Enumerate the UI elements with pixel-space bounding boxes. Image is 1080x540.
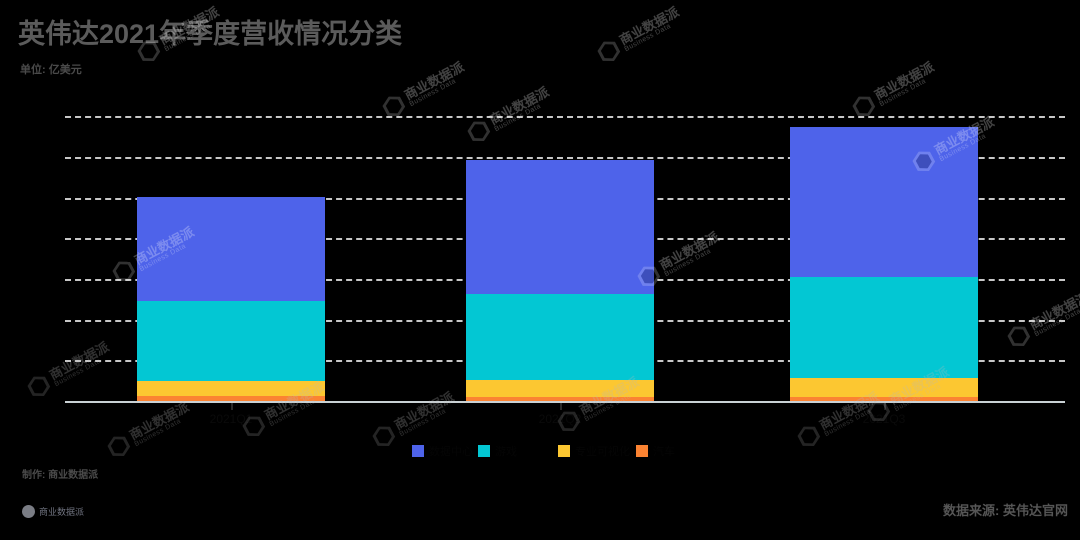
bar-2021Q2[interactable] <box>466 159 654 401</box>
x-axis-label: 2021Q1 <box>209 412 253 426</box>
x-tick <box>560 403 562 410</box>
legend-swatch-icon <box>558 445 570 457</box>
bar-segment[interactable] <box>466 379 654 397</box>
legend-swatch-icon <box>412 445 424 457</box>
bar-segment[interactable] <box>790 396 978 401</box>
watermark-hex-icon <box>370 422 398 451</box>
legend-swatch-icon <box>478 445 490 457</box>
x-axis-label: 2021Q2 <box>538 412 582 426</box>
legend-label: 汽车 <box>653 446 675 458</box>
source-label: 数据来源: 英伟达官网 <box>943 503 1068 518</box>
legend-item[interactable]: 汽车 <box>636 443 675 459</box>
watermark-hex-icon <box>105 432 133 461</box>
watermark-en-text: Business Data <box>623 22 673 54</box>
x-axis-label: 2021Q3 <box>862 412 906 426</box>
x-axis-line <box>65 401 1065 403</box>
legend-item[interactable]: 专业可视化 <box>558 443 630 459</box>
legend-label: 数据中心 <box>429 446 473 458</box>
x-tick <box>884 403 886 410</box>
bar-segment[interactable] <box>466 294 654 380</box>
legend-swatch-icon <box>636 445 648 457</box>
watermark-hex-icon <box>25 372 53 401</box>
bar-segment[interactable] <box>137 396 325 401</box>
watermark-hex-icon <box>795 422 823 451</box>
legend-item[interactable]: 游戏 <box>478 443 517 459</box>
bar-2021Q3[interactable] <box>790 126 978 401</box>
bar-segment[interactable] <box>466 159 654 295</box>
gridline <box>65 116 1065 119</box>
bar-segment[interactable] <box>137 381 325 397</box>
bar-segment[interactable] <box>790 276 978 379</box>
watermark-hex-icon <box>595 37 623 66</box>
plot-area <box>65 96 1065 401</box>
watermark-en-text: Business Data <box>398 407 448 439</box>
page-title: 英伟达2021年季度营收情况分类 <box>18 19 403 49</box>
brand-logo: 商业数据派 <box>22 505 84 518</box>
bar-segment[interactable] <box>790 378 978 397</box>
watermark: 商业数据派 Business Data <box>595 4 685 66</box>
legend-item[interactable]: 数据中心 <box>412 443 473 459</box>
x-tick <box>231 403 233 410</box>
gridline <box>65 157 1065 159</box>
watermark-cn-text: 商业数据派 <box>126 398 192 443</box>
watermark-cn-text: 商业数据派 <box>616 3 682 48</box>
legend-label: 游戏 <box>495 446 517 458</box>
bar-segment[interactable] <box>137 301 325 382</box>
legend-label: 专业可视化 <box>575 446 630 458</box>
bar-2021Q1[interactable] <box>137 196 325 401</box>
chart-unit-label: 单位: 亿美元 <box>20 64 82 76</box>
brand-logo-label: 商业数据派 <box>39 507 85 517</box>
bar-segment[interactable] <box>790 126 978 277</box>
chart-legend: 数据中心 游戏 专业可视化 汽车 <box>400 443 680 465</box>
bar-segment[interactable] <box>137 196 325 302</box>
bar-segment[interactable] <box>466 396 654 401</box>
brand-mark-icon <box>22 505 35 518</box>
credit-label: 制作: 商业数据派 <box>22 470 99 481</box>
watermark-en-text: Business Data <box>133 417 183 449</box>
watermark: 商业数据派 Business Data <box>105 399 195 461</box>
